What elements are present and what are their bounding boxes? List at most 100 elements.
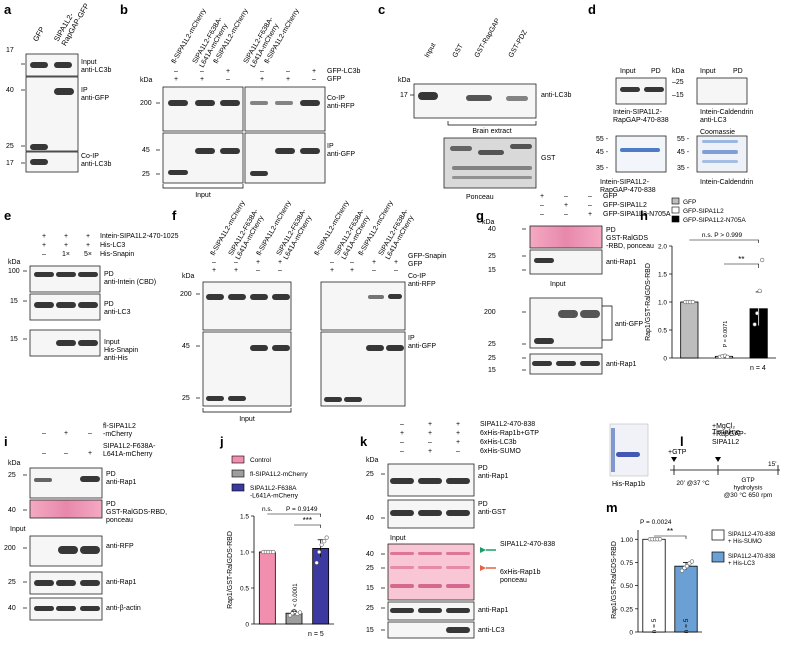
legend-label: Control (250, 457, 272, 464)
cond-sign: + (286, 76, 290, 83)
row-label: GFP-SIPA1L2-N705A (603, 211, 671, 218)
band (275, 101, 293, 105)
cond-sign: + (88, 450, 92, 457)
band (446, 552, 470, 555)
data-point (757, 288, 762, 293)
band (702, 140, 738, 143)
bar-1 (642, 538, 666, 633)
band (418, 584, 442, 588)
row-label: Intein-SIPA1L2-470-1025 (100, 233, 179, 240)
kda-label: 55 - (596, 136, 609, 143)
band (506, 96, 528, 101)
kda-label: 25 (488, 341, 496, 348)
band (30, 62, 48, 68)
kda-label: 40 (366, 515, 374, 522)
blot-label: Co-IP anti-LC3b (81, 153, 111, 168)
kda-label: 40 (366, 551, 374, 558)
y-tick-label: 1.00 (620, 537, 633, 544)
stat-label: n.s. P > 0.999 (702, 232, 743, 239)
band (80, 606, 100, 611)
band (56, 606, 76, 611)
band (390, 552, 414, 555)
data-point (752, 322, 757, 327)
cond-sign: – (200, 68, 204, 75)
cond-sign: + (260, 76, 264, 83)
band (220, 148, 240, 154)
band (446, 478, 470, 484)
blot-label: IP anti-GFP (408, 335, 436, 350)
row-label: 6xHis-LC3b (480, 439, 517, 446)
col-label: Input (700, 68, 716, 75)
row-label: GFP (603, 193, 618, 200)
legend-swatch (711, 529, 725, 541)
legend-label: GFP (683, 199, 696, 206)
cond-sign: 1× (62, 251, 70, 258)
step-label: +MgCl₂ +RapGAP-SIPA1L2 (712, 423, 747, 446)
cond-sign: – (456, 448, 460, 455)
blot-label: Intein-SIPA1L2-RapGAP-470-838 (613, 109, 669, 124)
kda-label: 15 (366, 585, 374, 592)
band (478, 150, 504, 155)
row-label: His-LC3 (100, 242, 125, 249)
band (56, 340, 76, 346)
band (620, 148, 660, 152)
stat-label: *** (303, 516, 312, 525)
band (56, 272, 76, 277)
blot-label: Ponceau (466, 194, 494, 201)
band (418, 510, 442, 516)
cond-sign: + (200, 76, 204, 83)
arrow-green (480, 547, 486, 553)
stat-bracket (724, 263, 759, 268)
cond-sign: – (234, 259, 238, 266)
band (78, 272, 98, 277)
band (56, 580, 76, 586)
legend-swatch (671, 206, 680, 214)
row-label: fl-SIPA1L2 -mCherry (103, 423, 136, 438)
stat-label: P = 0.0024 (640, 519, 672, 526)
kda-label: 25 (488, 253, 496, 260)
y-tick-label: 0 (245, 622, 249, 629)
timeline-arrow (715, 457, 721, 462)
blot-ip (320, 331, 406, 407)
ponceau-panel (529, 225, 603, 249)
legend-swatch (231, 483, 245, 492)
band (446, 627, 470, 633)
band (620, 87, 640, 92)
blot-intein (29, 265, 101, 293)
cond-sign: – (540, 202, 544, 209)
band (34, 478, 52, 482)
band (275, 148, 295, 154)
y-tick-label: 0.25 (620, 606, 633, 613)
blot-input (162, 86, 244, 132)
kda-label: 15 (488, 267, 496, 274)
kda-label: 25 (142, 171, 150, 178)
gel-label: His-Rap1b (612, 481, 645, 488)
band (580, 310, 600, 318)
cond-sign: + (256, 259, 260, 266)
y-axis-label: Rap1/GST-RalGDS-RBD (611, 541, 618, 619)
blot-label: PD anti-LC3 (104, 301, 131, 316)
panel-letter: g (476, 208, 484, 223)
blot-label: Co-IP anti-RFP (327, 95, 355, 110)
coomassie-panel (615, 135, 667, 173)
kda-label: 35 - (677, 165, 690, 172)
y-tick-label: 1.0 (240, 550, 249, 557)
band (34, 272, 54, 277)
band (206, 294, 224, 300)
kda-label: 25 (8, 579, 16, 586)
band (220, 100, 240, 106)
band (644, 87, 664, 92)
kda-label: 17 (6, 47, 14, 54)
band (54, 88, 74, 95)
band (80, 546, 100, 554)
cond-sign: – (588, 202, 592, 209)
n-label: n = 5 (683, 618, 690, 633)
blot-label: anti-RFP (106, 543, 134, 550)
band (580, 361, 600, 366)
y-tick-label: 0.50 (620, 583, 633, 590)
kda-label: 25 (366, 605, 374, 612)
timeline-title: Timeline (712, 427, 740, 436)
timeline-arrow (671, 457, 677, 462)
legend-swatch (711, 551, 725, 563)
band (78, 302, 98, 308)
